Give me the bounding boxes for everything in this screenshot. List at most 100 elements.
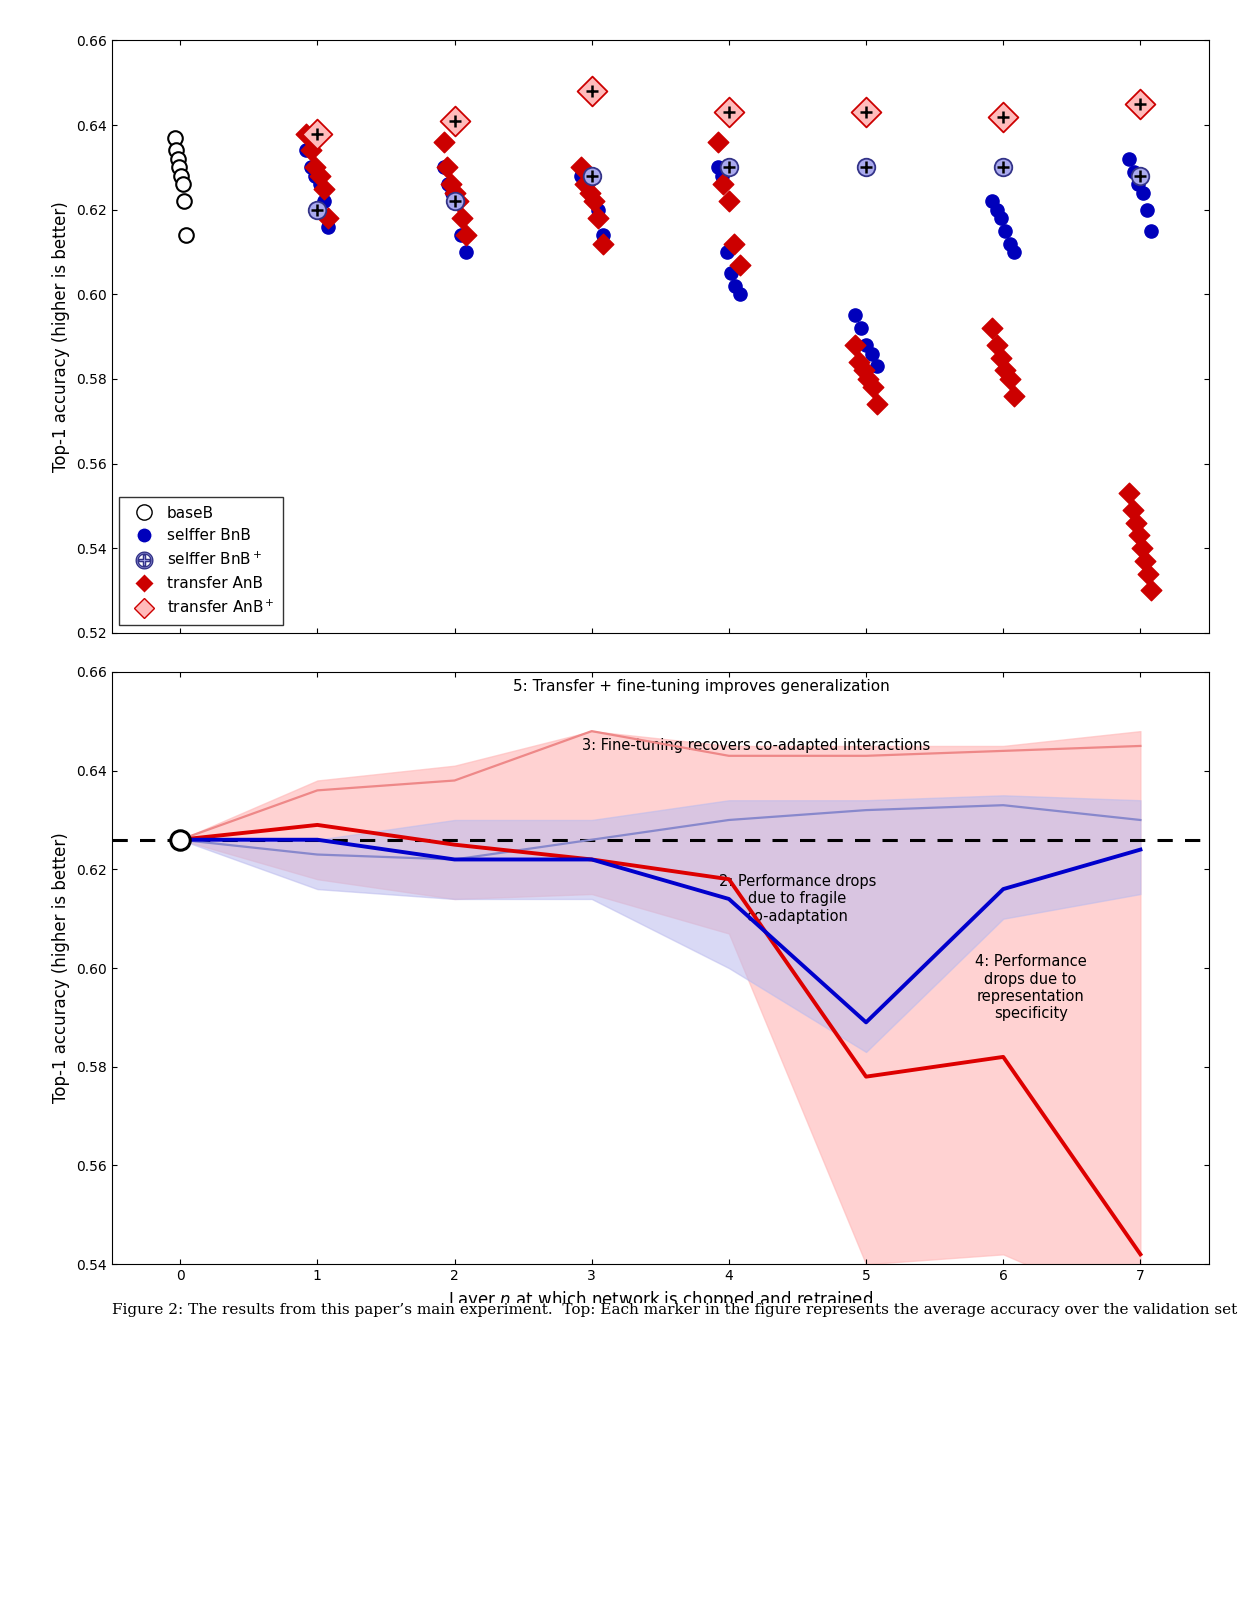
Point xyxy=(863,374,883,400)
Point xyxy=(314,188,334,214)
Point xyxy=(987,332,1007,358)
Point xyxy=(730,282,750,308)
Point xyxy=(1137,198,1157,223)
Point xyxy=(166,138,186,164)
Point xyxy=(438,154,458,180)
Point xyxy=(310,172,330,198)
Point xyxy=(301,154,321,180)
Point xyxy=(451,206,471,232)
Point xyxy=(305,164,325,189)
Point xyxy=(588,198,608,223)
Point xyxy=(579,180,599,206)
Point xyxy=(982,188,1002,214)
Point xyxy=(1128,172,1148,198)
Point xyxy=(722,261,742,287)
Point xyxy=(588,206,608,232)
Point xyxy=(451,222,471,248)
Point xyxy=(443,180,463,206)
Point xyxy=(1004,384,1024,410)
Point xyxy=(854,358,874,384)
Point xyxy=(174,188,193,214)
Point xyxy=(862,340,882,366)
Point xyxy=(713,172,733,198)
Point xyxy=(176,222,196,248)
Point xyxy=(993,154,1013,180)
Point xyxy=(165,125,185,151)
Point xyxy=(434,154,454,180)
Point xyxy=(856,154,875,180)
Point xyxy=(575,172,595,198)
Point xyxy=(730,251,750,277)
Point xyxy=(1122,497,1142,523)
Point xyxy=(1142,578,1162,604)
Point xyxy=(170,154,190,180)
Point xyxy=(1131,91,1151,117)
Point xyxy=(996,219,1016,244)
Point xyxy=(455,222,475,248)
Point xyxy=(856,99,875,125)
Point xyxy=(449,188,469,214)
X-axis label: Layer $n$ at which network is chopped and retrained: Layer $n$ at which network is chopped an… xyxy=(448,1289,873,1311)
Point xyxy=(725,274,745,300)
Point xyxy=(724,230,744,256)
Point xyxy=(717,240,737,266)
Point xyxy=(846,303,866,329)
Legend: baseB, selffer BnB, selffer BnB$^+$, transfer AnB, transfer AnB$^+$: baseB, selffer BnB, selffer BnB$^+$, tra… xyxy=(119,497,284,625)
Point xyxy=(434,130,454,155)
Point xyxy=(1135,547,1154,573)
Point xyxy=(851,316,870,342)
Point xyxy=(1128,523,1148,549)
Point xyxy=(719,188,739,214)
Point xyxy=(708,130,728,155)
Point xyxy=(570,154,590,180)
Point xyxy=(584,188,604,214)
Point xyxy=(582,78,601,104)
Point xyxy=(846,332,866,358)
Point xyxy=(858,366,878,392)
Point xyxy=(167,146,187,172)
Point xyxy=(991,206,1011,232)
Point xyxy=(867,353,887,379)
Text: 3: Fine-tuning recovers co-adapted interactions: 3: Fine-tuning recovers co-adapted inter… xyxy=(583,738,930,753)
Point xyxy=(446,188,466,214)
Point xyxy=(1004,240,1024,266)
Point xyxy=(1132,180,1152,206)
Point xyxy=(438,172,458,198)
Point xyxy=(455,240,475,266)
Y-axis label: Top-1 accuracy (higher is better): Top-1 accuracy (higher is better) xyxy=(52,201,71,473)
Text: 5: Transfer + fine-tuning improves generalization: 5: Transfer + fine-tuning improves gener… xyxy=(513,680,890,695)
Point xyxy=(305,154,325,180)
Point xyxy=(301,138,321,164)
Point xyxy=(1142,219,1162,244)
Point xyxy=(296,138,316,164)
Text: Figure 2: The results from this paper’s main experiment.  Top: Each marker in th: Figure 2: The results from this paper’s … xyxy=(112,1303,1240,1318)
Point xyxy=(867,392,887,418)
Point xyxy=(441,172,461,198)
Point xyxy=(310,164,330,189)
Point xyxy=(171,164,191,189)
Point xyxy=(1120,481,1140,507)
Point xyxy=(713,164,733,189)
Point xyxy=(991,345,1011,371)
Point xyxy=(593,230,613,256)
Point xyxy=(982,316,1002,342)
Point xyxy=(445,180,465,206)
Point xyxy=(570,164,590,189)
Point xyxy=(575,172,595,198)
Point xyxy=(719,154,739,180)
Point xyxy=(319,206,339,232)
Point xyxy=(445,108,465,134)
Point xyxy=(1138,560,1158,586)
Text: 4: Performance
drops due to
representation
specificity: 4: Performance drops due to representati… xyxy=(975,954,1086,1022)
Point xyxy=(445,188,465,214)
Point xyxy=(1131,164,1151,189)
Point xyxy=(999,366,1019,392)
Point xyxy=(993,104,1013,130)
Text: 2: Performance drops
due to fragile
co-adaptation: 2: Performance drops due to fragile co-a… xyxy=(719,874,877,924)
Point xyxy=(996,358,1016,384)
Point xyxy=(1126,510,1146,536)
Point xyxy=(849,350,869,376)
Point xyxy=(1123,159,1143,185)
Point xyxy=(987,198,1007,223)
Point xyxy=(582,164,601,189)
